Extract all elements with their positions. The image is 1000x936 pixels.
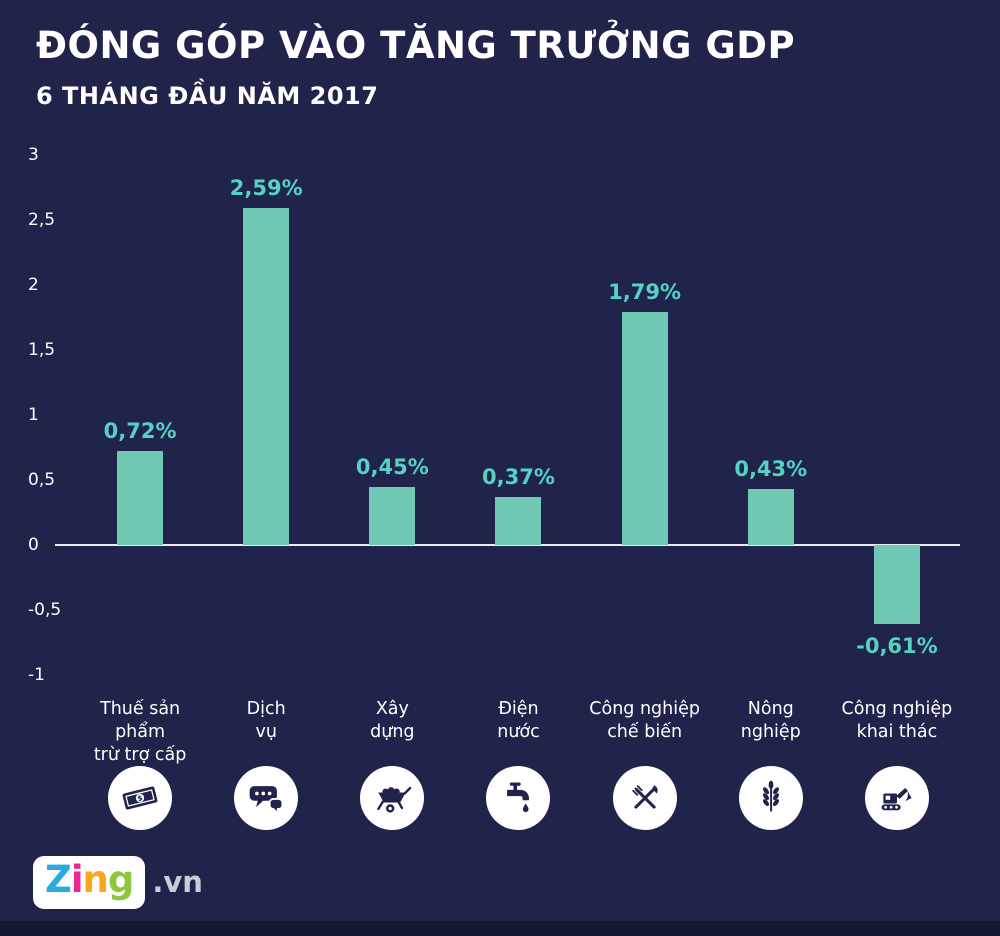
wheat-icon <box>738 766 803 830</box>
bar <box>747 489 794 545</box>
bar-value-label: -0,61% <box>856 634 938 659</box>
bar <box>369 486 416 545</box>
category-label: Thuế sản phẩm trừ trợ cấp <box>77 698 203 767</box>
wheelbarrow-icon <box>360 766 425 830</box>
bar <box>243 208 290 545</box>
icon-cell <box>203 766 329 830</box>
icon-cell <box>834 766 960 830</box>
bar-column: 0,45% <box>329 155 455 675</box>
category-line: trừ trợ cấp <box>93 745 187 766</box>
bar-value-label: 0,72% <box>103 419 177 444</box>
chat-icon <box>234 766 299 830</box>
water-tap-icon <box>486 766 551 830</box>
bar-value-label: 1,79% <box>608 280 682 305</box>
y-tick-label: 3 <box>28 145 39 165</box>
money-icon: $ <box>108 766 173 830</box>
category-line: nghiệp <box>740 722 801 743</box>
page-subtitle: 6 THÁNG ĐẦU NĂM 2017 <box>36 82 379 110</box>
category-line: Xây <box>375 699 409 719</box>
category-line: Dịch <box>246 699 286 719</box>
bar-column: -0,61% <box>834 155 960 675</box>
y-tick-label: 0,5 <box>28 470 56 490</box>
icon-cell <box>329 766 455 830</box>
icon-cell: $ <box>77 766 203 830</box>
zero-axis-line <box>55 544 960 546</box>
bar-value-label: 0,45% <box>355 454 429 479</box>
page-title: ĐÓNG GÓP VÀO TĂNG TRƯỞNG GDP <box>36 24 796 67</box>
y-tick-label: 2 <box>28 275 39 295</box>
y-tick-label: -1 <box>28 665 45 685</box>
logo-text: Zing <box>45 858 134 901</box>
bar <box>621 312 668 545</box>
y-tick-label: 1 <box>28 405 39 425</box>
category-line: dựng <box>370 722 415 743</box>
category-label: Dịch vụ <box>203 698 329 767</box>
y-axis: 3 2,5 2 1,5 1 0,5 0 -0,5 -1 <box>28 145 78 685</box>
svg-text:$: $ <box>137 793 144 803</box>
logo-suffix: .vn <box>152 865 203 900</box>
category-label: Điện nước <box>455 698 581 767</box>
bar-value-label: 0,43% <box>734 457 808 482</box>
y-tick-label: -0,5 <box>28 600 62 620</box>
bar-column: 0,43% <box>708 155 834 675</box>
category-icons: $ <box>77 766 960 830</box>
bar-column: 2,59% <box>203 155 329 675</box>
category-labels: Thuế sản phẩm trừ trợ cấp Dịch vụ Xây dự… <box>77 698 960 767</box>
bar-chart: 3 2,5 2 1,5 1 0,5 0 -0,5 -1 0,72% 2,59% 0,45% 0,… <box>0 145 1000 685</box>
cutlery-icon <box>612 766 677 830</box>
excavator-icon <box>864 766 929 830</box>
icon-cell <box>708 766 834 830</box>
category-line: Công nghiệp <box>589 699 700 719</box>
category-line: khai thác <box>856 722 938 743</box>
icon-cell <box>582 766 708 830</box>
category-line: Công nghiệp <box>841 699 953 719</box>
bar-value-label: 0,37% <box>482 464 555 489</box>
footer-bar <box>0 921 1000 936</box>
category-line: nước <box>497 722 540 743</box>
bar-column: 0,37% <box>455 155 581 675</box>
icon-cell <box>455 766 581 830</box>
bars-area: 0,72% 2,59% 0,45% 0,37% 1,79% 0,43% -0,6… <box>77 155 960 675</box>
bar-column: 0,72% <box>77 155 203 675</box>
category-label: Xây dựng <box>329 698 455 767</box>
zing-logo-box: Zing <box>33 856 146 909</box>
category-line: Điện <box>498 699 539 719</box>
y-tick-label: 2,5 <box>28 210 56 230</box>
y-tick-label: 0 <box>28 535 39 555</box>
category-line: vụ <box>255 722 277 743</box>
y-tick-label: 1,5 <box>28 340 56 360</box>
category-label: Công nghiệp khai thác <box>834 698 960 767</box>
category-label: Công nghiệp chế biến <box>582 698 708 767</box>
bar <box>117 451 164 545</box>
zing-logo: Zing .vn <box>33 856 203 909</box>
bar <box>873 545 920 625</box>
bar <box>495 496 542 545</box>
bar-column: 1,79% <box>582 155 708 675</box>
category-label: Nông nghiệp <box>708 698 834 767</box>
category-line: Nông <box>747 699 794 719</box>
bar-value-label: 2,59% <box>229 176 303 201</box>
category-line: Thuế sản phẩm <box>100 699 181 743</box>
category-line: chế biến <box>607 722 683 743</box>
